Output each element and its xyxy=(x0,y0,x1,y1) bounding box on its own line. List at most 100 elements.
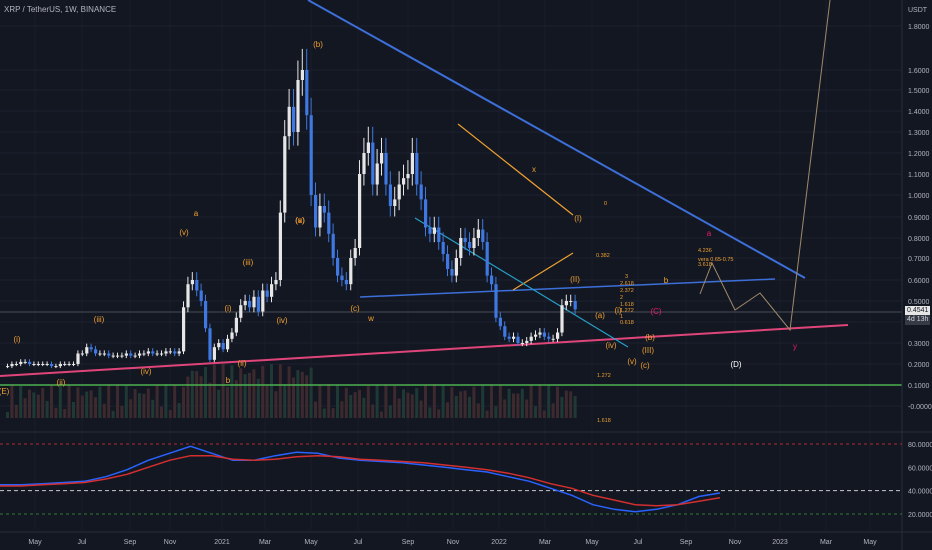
candle-body xyxy=(309,115,313,195)
fib-label: 1.618 xyxy=(620,302,634,308)
volume-bar xyxy=(138,393,141,418)
wave-line xyxy=(414,217,629,348)
candle-body xyxy=(138,353,142,356)
volume-bar xyxy=(573,395,577,418)
candle-body xyxy=(67,364,71,365)
price-axis[interactable]: 1.8000 1.6000 1.5000 1.4000 1.3000 1.2000 1.10… xyxy=(901,0,932,550)
candle-body xyxy=(314,195,318,228)
volume-bar xyxy=(538,384,542,418)
volume-bar xyxy=(322,408,326,418)
volume-bar xyxy=(375,384,379,418)
volume-bar xyxy=(107,384,111,418)
volume-bar xyxy=(212,364,216,418)
time-tick-label: Mar xyxy=(539,539,552,546)
time-axis[interactable]: May Jul Sep Nov 2021 Mar May Jul Sep Nov 2022 Mar Ma… xyxy=(0,531,932,546)
candle-body xyxy=(287,106,291,137)
volume-bar xyxy=(160,406,163,418)
candle-body xyxy=(28,361,32,364)
candle-body xyxy=(107,353,111,356)
candle-body xyxy=(397,184,401,200)
candle-body xyxy=(393,199,397,206)
candle-body xyxy=(58,364,62,367)
volume-bar xyxy=(529,385,533,418)
volume-bar xyxy=(28,389,31,418)
candle-body xyxy=(428,227,432,234)
time-tick-label: Sep xyxy=(124,539,137,546)
time-tick-label: Nov xyxy=(164,539,177,546)
volume-bar xyxy=(419,400,423,418)
volume-bar xyxy=(120,405,124,418)
volume-bar xyxy=(476,403,480,418)
candle-body xyxy=(72,364,76,365)
candle-body xyxy=(195,280,199,291)
candle-body xyxy=(542,332,546,337)
candle-body xyxy=(551,338,555,340)
candle-body xyxy=(234,317,238,333)
candle-body xyxy=(529,336,533,341)
candle-body xyxy=(142,353,146,355)
volume-bar xyxy=(560,396,564,418)
volume-bar xyxy=(124,385,128,418)
volume-bar xyxy=(217,389,221,418)
trendlines xyxy=(0,0,902,386)
wave-label: (E) xyxy=(0,387,10,396)
wave-label: (c) xyxy=(350,304,360,313)
candle-body xyxy=(85,347,89,354)
volume-bar xyxy=(76,387,80,418)
candle-body xyxy=(476,229,480,238)
volume-bar xyxy=(344,387,348,418)
price-tick-label: 0.7000 xyxy=(908,256,930,263)
candle-body xyxy=(340,275,344,280)
wave-labels: (i) (ii) (iii) (iv) (v) (i) (ii) (iii) (iv) (v) a b… xyxy=(0,40,797,424)
candle-body xyxy=(573,301,577,310)
candle-body xyxy=(36,364,40,365)
volume-bar xyxy=(102,403,106,418)
candle-body xyxy=(50,364,54,367)
volume-bar xyxy=(512,393,515,418)
volume-bar xyxy=(300,371,304,418)
time-tick-label: Jul xyxy=(354,539,363,546)
volume-bar xyxy=(481,384,485,418)
candle-body xyxy=(94,349,98,354)
candle-body xyxy=(441,242,445,254)
candle-body xyxy=(503,326,507,337)
volume-bar xyxy=(142,393,146,418)
candle-body xyxy=(450,269,454,276)
volume-bar xyxy=(239,368,243,418)
candle-body xyxy=(371,142,375,185)
candle-body xyxy=(41,364,45,365)
volume-bar xyxy=(494,406,498,418)
candle-body xyxy=(129,353,133,356)
time-tick-label: 2021 xyxy=(214,539,230,546)
fib-label: 1.618 xyxy=(597,418,611,424)
oscillator-pane: 80.0000 60.0000 40.0000 20.0000 xyxy=(0,431,932,519)
chart-title: XRP / TetherUS, 1W, BINANCE xyxy=(4,5,117,14)
target-note: vera 0.65-0.75 xyxy=(698,257,733,263)
volume-bar xyxy=(551,403,555,418)
volume-bar xyxy=(94,397,97,418)
fib-label: 2.618 xyxy=(620,281,634,287)
wave-label: (I) xyxy=(574,214,582,223)
volume-bar xyxy=(243,374,247,418)
time-tick-label: Jul xyxy=(634,539,643,546)
volume-bar xyxy=(340,401,344,418)
price-tick-label: 1.4000 xyxy=(908,109,930,116)
volume-bar xyxy=(151,399,155,418)
volume-bar xyxy=(129,399,133,418)
time-tick-label: 2023 xyxy=(772,539,788,546)
volume-bar xyxy=(50,385,53,418)
candle-body xyxy=(155,353,159,355)
volume-bar xyxy=(564,390,568,418)
volume-bar xyxy=(402,389,405,418)
fib-label: 0.618 xyxy=(620,320,634,326)
volume-bars xyxy=(6,364,577,418)
volume-bar xyxy=(177,403,181,418)
wave-label: (iii) xyxy=(94,315,105,324)
wave-label: (b) xyxy=(645,333,655,342)
candle-body xyxy=(230,332,234,339)
time-tick-label: Sep xyxy=(680,539,693,546)
candle-body xyxy=(116,355,120,357)
time-tick-label: Jul xyxy=(78,539,87,546)
candle-body xyxy=(98,353,102,355)
